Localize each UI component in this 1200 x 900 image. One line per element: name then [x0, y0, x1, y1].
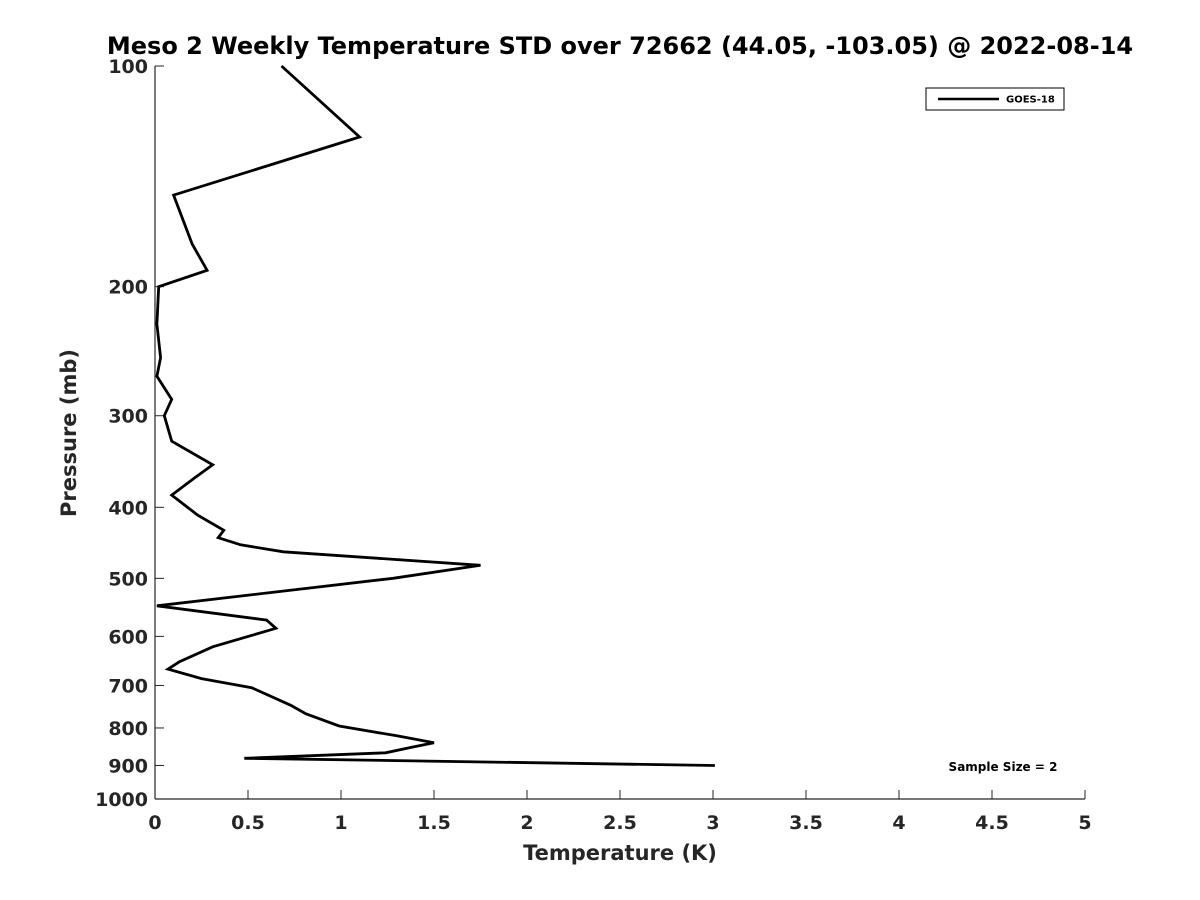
y-tick-label: 100: [108, 56, 148, 78]
x-axis-label: Temperature (K): [523, 841, 717, 865]
x-tick-label: 2.5: [603, 812, 637, 834]
y-tick-label: 200: [108, 277, 148, 299]
legend-label: GOES-18: [1006, 95, 1055, 106]
x-tick-label: 3.5: [789, 812, 823, 834]
y-tick-label: 1000: [95, 789, 148, 811]
y-tick-label: 400: [108, 497, 148, 519]
y-tick-label: 500: [108, 568, 148, 590]
y-tick-label: 300: [108, 406, 148, 428]
series-group: [155, 64, 715, 767]
x-tick-label: 2: [520, 812, 533, 834]
x-axis-ticks: 0 0.5 1 1.5 2 2.5 3 3.5 4 4.5 5: [148, 790, 1092, 834]
series-line-goes-18: [155, 64, 715, 767]
y-axis-ticks: 100 200 300 400 500 600 700 800 900 1000: [95, 56, 164, 811]
legend: GOES-18: [925, 87, 1065, 111]
x-tick-label: 5: [1078, 812, 1091, 834]
x-tick-label: 0: [148, 812, 161, 834]
x-tick-label: 4.5: [975, 812, 1009, 834]
y-axis-label: Pressure (mb): [57, 349, 81, 517]
x-tick-label: 4: [892, 812, 905, 834]
y-tick-label: 900: [108, 755, 148, 777]
x-tick-label: 0.5: [231, 812, 265, 834]
y-tick-label: 800: [108, 718, 148, 740]
y-tick-label: 600: [108, 626, 148, 648]
x-tick-label: 1.5: [417, 812, 451, 834]
x-tick-label: 3: [706, 812, 719, 834]
y-tick-label: 700: [108, 675, 148, 697]
x-tick-label: 1: [334, 812, 347, 834]
chart-title: Meso 2 Weekly Temperature STD over 72662…: [107, 32, 1133, 60]
sample-size-annotation: Sample Size = 2: [949, 760, 1058, 774]
